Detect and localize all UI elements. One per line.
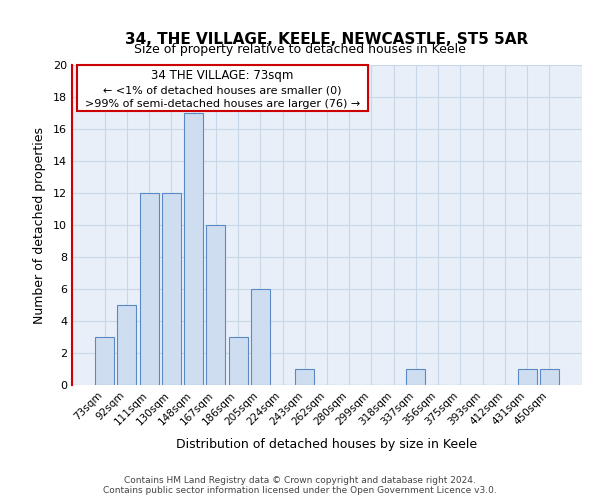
Bar <box>162 193 181 385</box>
Text: >99% of semi-detached houses are larger (76) →: >99% of semi-detached houses are larger … <box>85 100 360 110</box>
Y-axis label: Number of detached properties: Number of detached properties <box>33 126 46 324</box>
Bar <box>95 337 114 385</box>
Text: Size of property relative to detached houses in Keele: Size of property relative to detached ho… <box>134 42 466 56</box>
Bar <box>406 369 425 385</box>
Bar <box>140 193 158 385</box>
Bar <box>518 369 536 385</box>
Text: ← <1% of detached houses are smaller (0): ← <1% of detached houses are smaller (0) <box>103 86 342 96</box>
Text: Contains HM Land Registry data © Crown copyright and database right 2024.
Contai: Contains HM Land Registry data © Crown c… <box>103 476 497 495</box>
Bar <box>118 305 136 385</box>
Bar <box>184 113 203 385</box>
Bar <box>540 369 559 385</box>
X-axis label: Distribution of detached houses by size in Keele: Distribution of detached houses by size … <box>176 438 478 451</box>
Text: 34 THE VILLAGE: 73sqm: 34 THE VILLAGE: 73sqm <box>151 68 293 82</box>
Title: 34, THE VILLAGE, KEELE, NEWCASTLE, ST5 5AR: 34, THE VILLAGE, KEELE, NEWCASTLE, ST5 5… <box>125 32 529 47</box>
Bar <box>229 337 248 385</box>
Bar <box>251 289 270 385</box>
Bar <box>206 225 225 385</box>
Bar <box>295 369 314 385</box>
FancyBboxPatch shape <box>77 65 368 112</box>
